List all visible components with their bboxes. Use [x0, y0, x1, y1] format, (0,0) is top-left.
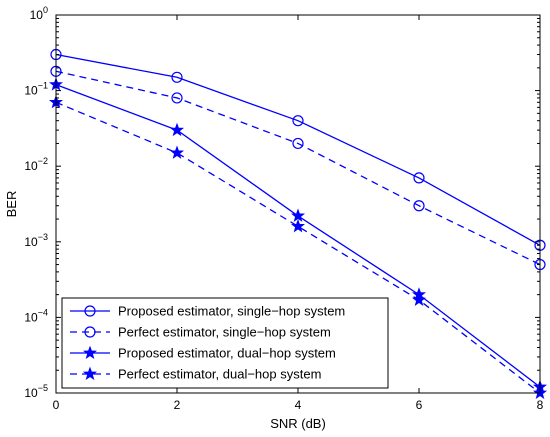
y-tick-exponent: 0 [43, 5, 48, 15]
x-axis-label: SNR (dB) [270, 416, 326, 431]
legend: Proposed estimator, single−hop system Per… [61, 297, 389, 389]
y-tick-label: 10−4 [24, 307, 48, 324]
data-point [290, 208, 306, 222]
x-tick-label: 6 [416, 398, 423, 412]
series-2 [50, 65, 546, 271]
data-point [169, 145, 185, 159]
x-tick-label: 2 [174, 398, 181, 412]
y-tick-base: 10 [24, 310, 38, 324]
data-point [169, 122, 185, 137]
data-point [171, 92, 183, 104]
series-layer [48, 48, 548, 399]
y-tick-base: 10 [24, 386, 38, 400]
x-tick-label: 4 [295, 398, 302, 412]
legend-entry: Perfect estimator, single−hop system [70, 325, 331, 340]
legend-entry: Proposed estimator, single−hop system [70, 304, 345, 319]
legend-label: Perfect estimator, dual−hop system [118, 367, 321, 382]
legend-marker [82, 366, 98, 380]
y-tick-base: 10 [30, 8, 44, 22]
legend-marker [82, 345, 98, 359]
legend-marker [84, 326, 96, 338]
y-tick-exponent: −4 [38, 307, 48, 317]
y-tick-exponent: −5 [38, 383, 48, 393]
legend-label: Proposed estimator, single−hop system [118, 304, 345, 319]
x-tick-label: 8 [537, 398, 544, 412]
y-tick-label: 100 [30, 5, 48, 22]
legend-entry: Proposed estimator, dual−hop system [70, 346, 336, 361]
series-line [55, 53, 541, 246]
series-line [55, 70, 541, 266]
y-tick-exponent: −3 [38, 232, 48, 242]
x-tick-label: 0 [53, 398, 60, 412]
y-tick-base: 10 [24, 235, 38, 249]
y-tick-base: 10 [24, 159, 38, 173]
y-tick-exponent: −1 [38, 81, 48, 91]
y-tick-label: 10−2 [24, 156, 48, 173]
y-tick-base: 10 [24, 84, 38, 98]
data-point [290, 219, 306, 233]
y-tick-label: 10−5 [24, 383, 48, 400]
legend-box [61, 297, 389, 389]
y-tick-label: 10−1 [24, 81, 48, 98]
y-axis-label: BER [4, 191, 19, 218]
legend-label: Perfect estimator, single−hop system [118, 325, 331, 340]
data-point [413, 172, 425, 184]
series-line [55, 101, 541, 394]
y-tick-label: 10−3 [24, 232, 48, 249]
y-tick-exponent: −2 [38, 156, 48, 166]
data-point [411, 292, 427, 306]
legend-entry: Perfect estimator, dual−hop system [70, 367, 321, 382]
legend-marker [84, 305, 96, 317]
data-point [292, 115, 304, 127]
legend-label: Proposed estimator, dual−hop system [118, 346, 336, 361]
data-point [171, 71, 183, 83]
data-point [413, 200, 425, 212]
data-point [292, 137, 304, 150]
